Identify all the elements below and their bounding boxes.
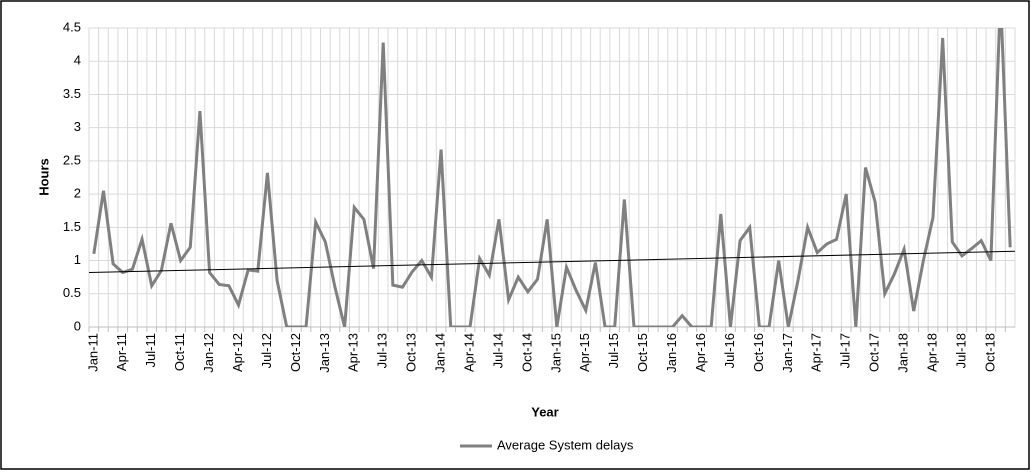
x-tick-label: Oct-16 [751, 333, 766, 372]
y-tick-label: 3.5 [63, 86, 81, 101]
x-tick-label: Jul-11 [143, 333, 158, 367]
x-tick-label: Oct-18 [982, 333, 997, 372]
x-tick-label: Apr-11 [114, 333, 129, 371]
legend-label: Average System delays [497, 437, 634, 452]
x-tick-label: Oct-11 [172, 333, 187, 371]
x-tick-label: Jul-12 [259, 333, 274, 368]
y-tick-label: 2 [74, 186, 81, 201]
x-tick-label: Apr-13 [346, 333, 361, 372]
x-tick-label: Apr-18 [924, 333, 939, 372]
x-tick-label: Jul-15 [606, 333, 621, 368]
x-tick-label: Jan-13 [317, 333, 332, 373]
x-tick-label: Apr-15 [577, 333, 592, 372]
x-tick-label: Oct-17 [867, 333, 882, 372]
x-tick-label: Oct-13 [404, 333, 419, 372]
x-tick-label: Oct-12 [288, 333, 303, 372]
y-axis-title: Hours [36, 158, 51, 196]
x-tick-label: Apr-17 [809, 333, 824, 372]
y-tick-label: 1 [74, 252, 81, 267]
x-tick-label: Jan-15 [548, 333, 563, 373]
trend-line [88, 250, 1016, 274]
x-tick-label: Jan-18 [896, 333, 911, 373]
x-tick-label: Jan-11 [85, 333, 100, 372]
y-tick-label: 0.5 [63, 285, 81, 300]
y-tick-label: 4 [74, 53, 81, 68]
x-tick-label: Jul-14 [490, 333, 505, 368]
y-tick-label: 2.5 [63, 152, 81, 167]
y-tick-label: 1.5 [63, 219, 81, 234]
x-tick-label: Jul-13 [375, 333, 390, 368]
x-tick-label: Jan-12 [201, 333, 216, 373]
x-tick-label: Jul-17 [838, 333, 853, 368]
x-tick-label: Apr-12 [230, 333, 245, 372]
x-tick-label: Jan-17 [780, 333, 795, 373]
data-line [92, 28, 1012, 327]
y-tick-label: 3 [74, 119, 81, 134]
legend: Average System delays [460, 437, 634, 452]
y-tick-label: 4.5 [63, 19, 81, 34]
x-tick-label: Jan-16 [664, 333, 679, 373]
y-tick-label: 0 [74, 318, 81, 333]
x-tick-label: Apr-14 [461, 333, 476, 372]
x-tick-label: Oct-14 [519, 333, 534, 372]
x-tick-label: Jul-18 [953, 333, 968, 368]
x-tick-label: Jan-14 [433, 333, 448, 373]
x-tick-label: Apr-16 [693, 333, 708, 372]
x-tick-label: Jul-16 [722, 333, 737, 368]
x-tick-label: Oct-15 [635, 333, 650, 372]
x-axis-title: Year [531, 404, 558, 419]
